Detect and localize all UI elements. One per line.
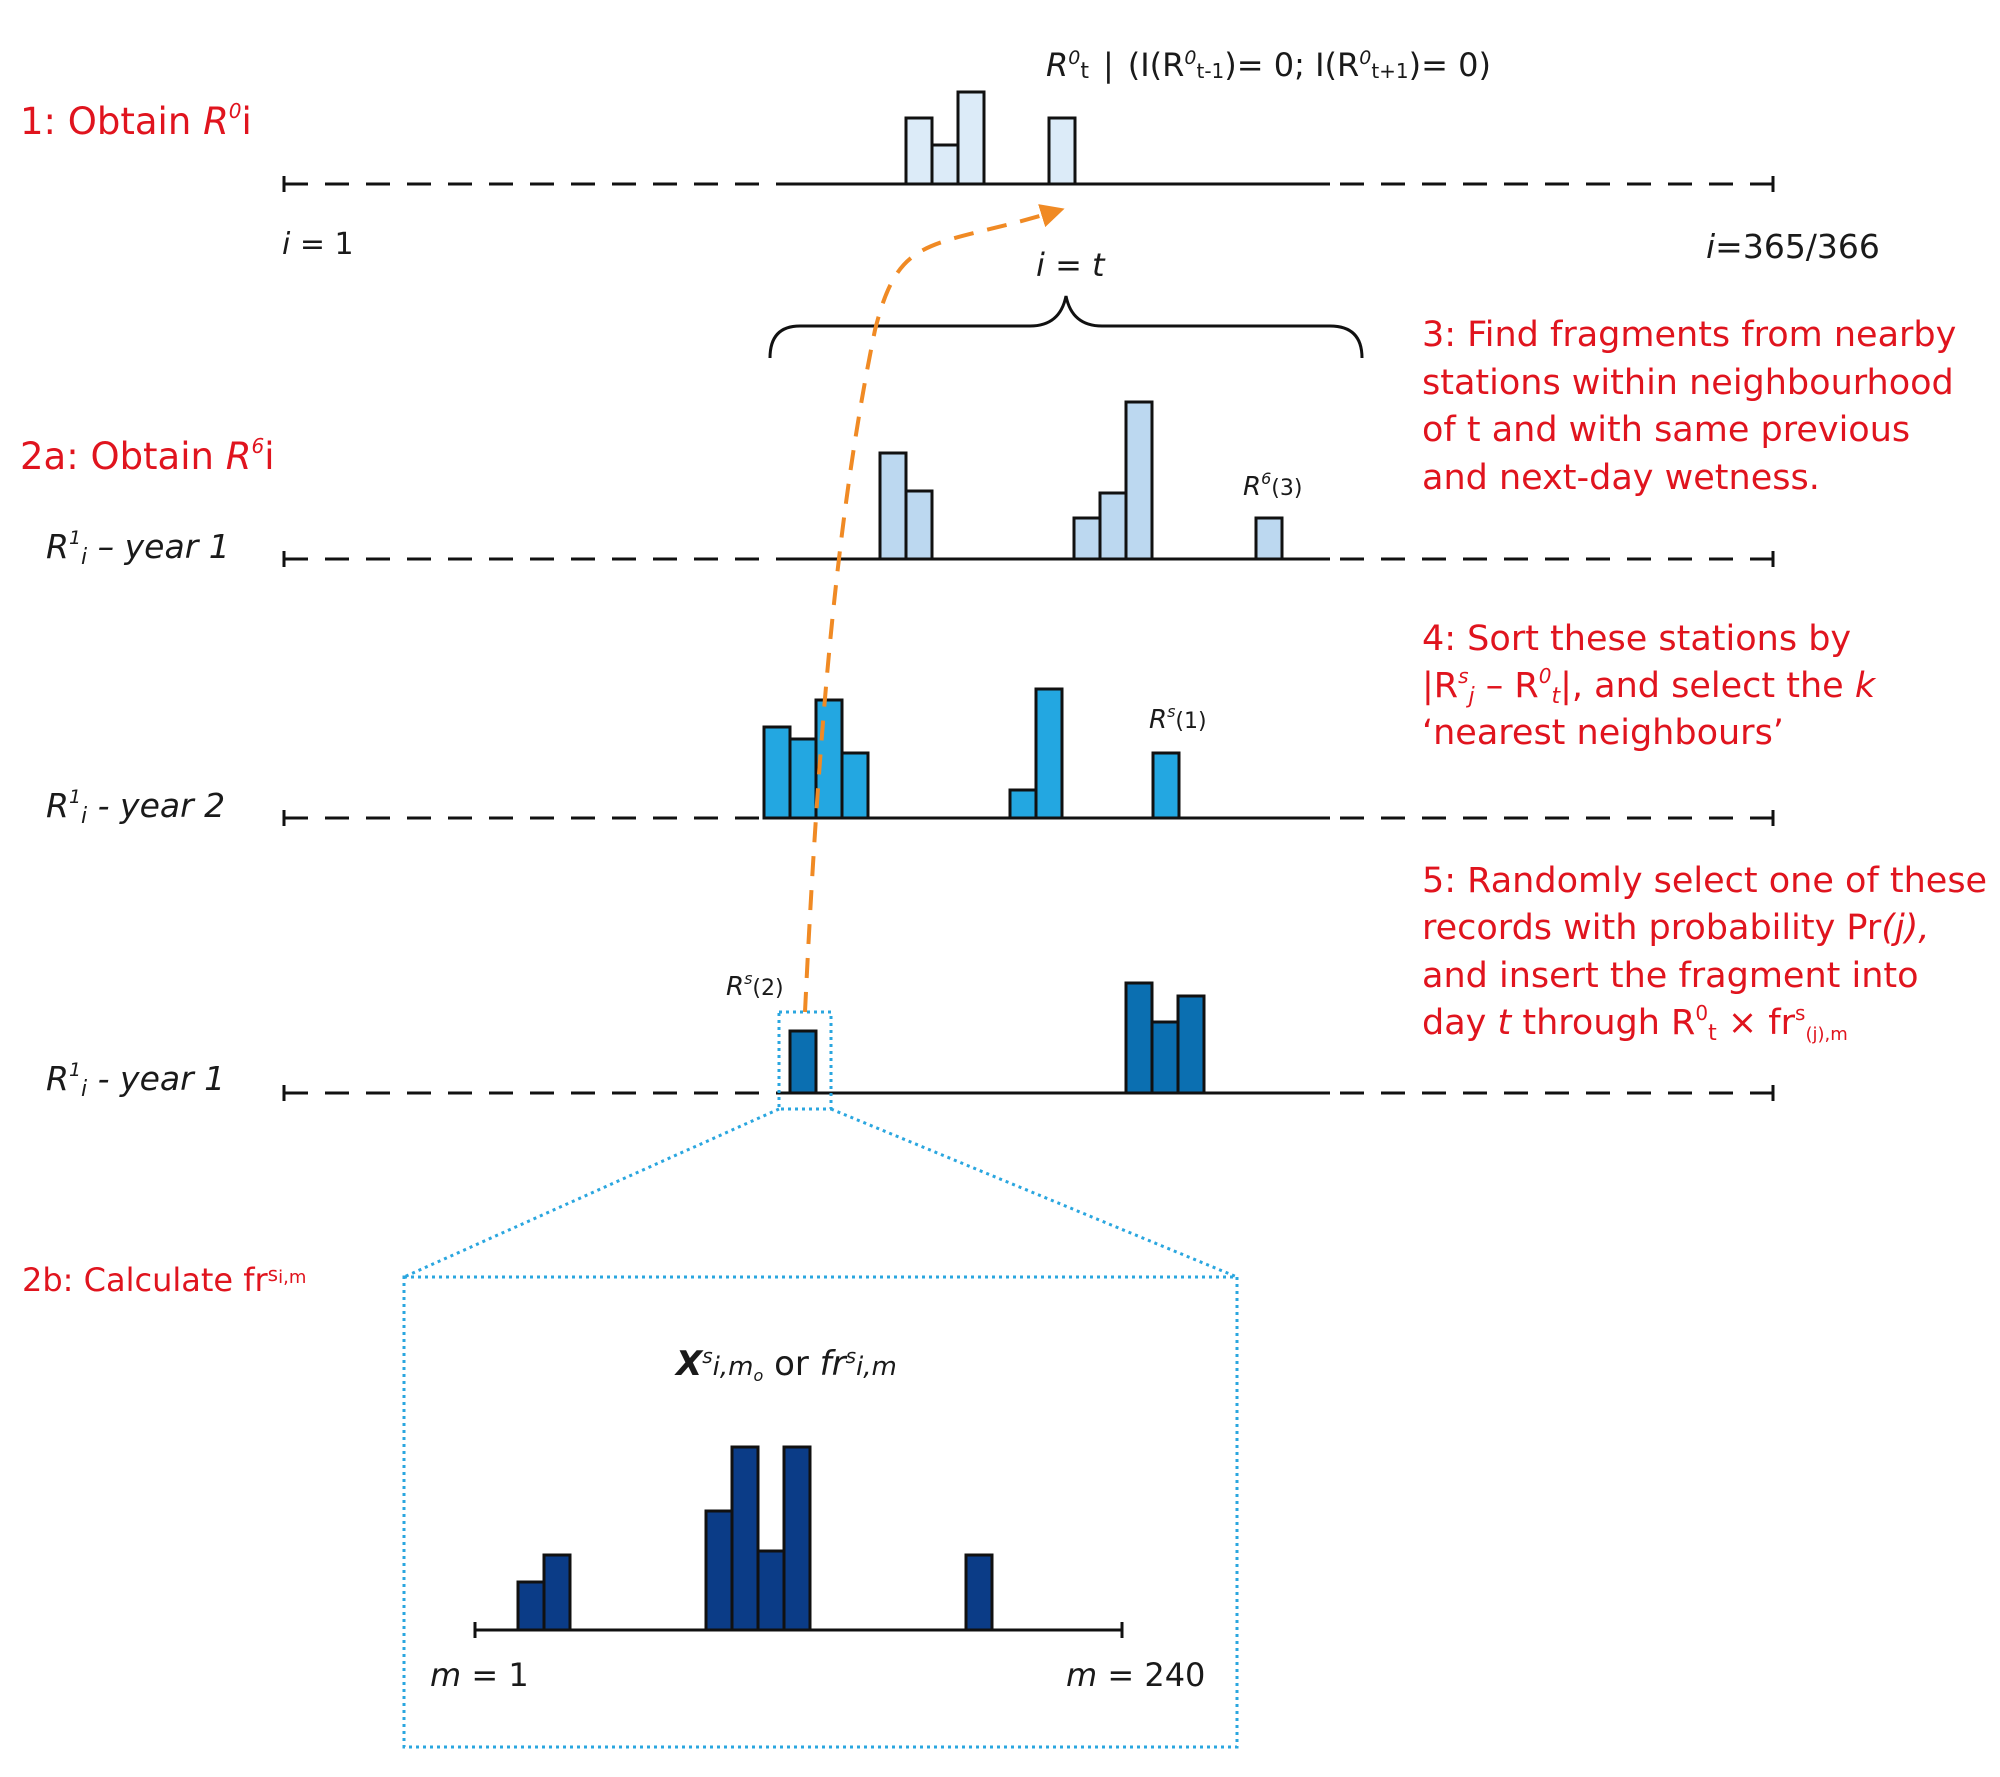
step-1-label: 1: Obtain R0i xyxy=(20,99,252,143)
axis-start-label: i = 1 xyxy=(282,227,354,262)
zoom-line-left xyxy=(403,1107,780,1279)
timeline-row-3 xyxy=(282,1085,1775,1101)
annotation-rs1: Rs(1) xyxy=(1149,702,1207,735)
bar xyxy=(1034,687,1064,820)
bar xyxy=(1047,116,1077,186)
step-5-text-4: day t through R0t × frs(j),m xyxy=(1422,1001,1848,1046)
bar xyxy=(1124,400,1154,561)
step-5-text-3: and insert the fragment into xyxy=(1422,956,1919,996)
bar xyxy=(904,489,934,561)
bars-row-0 xyxy=(904,90,1077,186)
detail-title: Xsi,mo or frsi,m xyxy=(674,1344,897,1385)
bar xyxy=(1072,516,1102,561)
bar xyxy=(704,1509,734,1632)
bar xyxy=(1150,1020,1180,1095)
row-label-1: R1i – year 1 xyxy=(46,527,230,570)
bar xyxy=(878,451,908,561)
axis-end-label: i=365/366 xyxy=(1706,227,1880,266)
step-4-text: 4: Sort these stations by xyxy=(1422,619,1851,659)
bar xyxy=(930,143,960,186)
bar xyxy=(904,116,934,186)
bar xyxy=(762,725,792,820)
zoom-line-right xyxy=(830,1107,1238,1279)
step-2b-label: 2b: Calculate frsi,m xyxy=(22,1261,306,1299)
bar xyxy=(1151,751,1181,820)
step-3-text: 3: Find fragments from nearby stations w… xyxy=(1422,315,1968,498)
bars-row-2 xyxy=(762,687,1181,820)
bar xyxy=(788,1029,818,1095)
condition-header: R0t | (I(R0t-1)= 0; I(R0t+1)= 0) xyxy=(1046,46,1491,84)
bars-row-3 xyxy=(788,981,1206,1095)
timeline-row-1 xyxy=(282,551,1775,567)
bar xyxy=(1008,788,1038,820)
bar xyxy=(782,1445,812,1632)
annotation-rs2: Rs(2) xyxy=(726,969,784,1002)
step-5-text-1: 5: Randomly select one of these xyxy=(1422,861,1987,901)
step-2a-label: 2a: Obtain R6i xyxy=(20,434,274,478)
bar xyxy=(956,90,986,186)
annotation-r6: R6(3) xyxy=(1243,469,1302,502)
selected-fragment-box xyxy=(777,1010,833,1111)
detail-start-label: m = 1 xyxy=(430,1656,529,1694)
bar xyxy=(1176,994,1206,1095)
step-4-text-3: ‘nearest neighbours’ xyxy=(1422,713,1784,753)
step-5-text-2: records with probability Pr(j), xyxy=(1422,908,1929,948)
detail-end-label: m = 240 xyxy=(1066,1656,1205,1694)
neighbourhood-brace xyxy=(768,295,1364,359)
bars-row-1 xyxy=(878,400,1284,561)
bar xyxy=(1124,981,1154,1095)
bar xyxy=(964,1553,994,1632)
insertion-arrow xyxy=(803,204,1065,1013)
bar xyxy=(1098,491,1128,561)
bar xyxy=(730,1445,760,1632)
row-label-3: R1i - year 1 xyxy=(46,1059,225,1102)
bar xyxy=(516,1580,546,1632)
timeline-row-0 xyxy=(282,176,1775,192)
bar xyxy=(788,737,818,820)
row-label-2: R1i - year 2 xyxy=(46,786,225,829)
step-4-formula: |Rsj – R0t|, and select the k xyxy=(1422,664,1877,709)
detail-bars xyxy=(516,1445,994,1632)
axis-t-label: i = t xyxy=(1036,246,1106,284)
bar xyxy=(756,1549,786,1632)
bar xyxy=(542,1553,572,1632)
bar xyxy=(1254,516,1284,561)
bar xyxy=(840,751,870,820)
